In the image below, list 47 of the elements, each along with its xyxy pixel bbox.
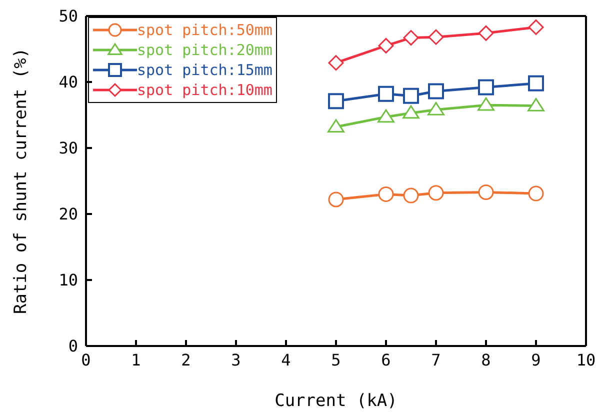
legend-label: spot pitch:10mm (137, 80, 272, 100)
x-tick-label: 3 (231, 350, 241, 370)
point (402, 105, 420, 119)
x-tick-label: 10 (576, 350, 596, 370)
x-tick-label: 5 (331, 350, 341, 370)
x-tick-label: 6 (381, 350, 391, 370)
x-tick-label: 4 (281, 350, 291, 370)
legend-label: spot pitch:50mm (137, 20, 272, 40)
y-tick-label: 30 (58, 138, 78, 158)
point (328, 119, 344, 133)
y-tick-label: 10 (58, 270, 78, 290)
point (328, 93, 344, 110)
point (403, 30, 419, 46)
x-tick-label: 2 (181, 350, 191, 370)
x-tick-label: 8 (481, 350, 491, 370)
point (378, 109, 394, 123)
point (428, 102, 444, 116)
legend-label: spot pitch:20mm (137, 40, 272, 60)
point (328, 55, 344, 71)
point (378, 38, 394, 54)
point (528, 75, 544, 92)
point (428, 185, 444, 201)
point (478, 79, 494, 96)
point (428, 29, 444, 45)
point (478, 97, 494, 111)
x-tick-label: 0 (81, 350, 91, 370)
x-tick-label: 7 (431, 350, 441, 370)
x-axis-title: Current (kA) (274, 391, 398, 411)
point (403, 88, 419, 104)
point (528, 19, 544, 35)
point (403, 188, 419, 204)
point (528, 98, 544, 112)
x-tick-label: 1 (131, 350, 141, 370)
point (378, 86, 394, 102)
point (428, 83, 444, 100)
point (528, 186, 544, 202)
y-tick-label: 40 (58, 72, 78, 92)
y-tick-label: 20 (58, 204, 78, 224)
point (328, 192, 344, 208)
y-axis-title: Ratio of shunt current (%) (11, 48, 32, 314)
y-tick-label: 50 (58, 6, 78, 26)
point (378, 186, 394, 202)
legend-label: spot pitch:15mm (137, 60, 272, 80)
x-tick-label: 9 (531, 350, 541, 370)
y-tick-label: 0 (68, 336, 78, 356)
point (478, 25, 494, 41)
point (478, 184, 494, 200)
